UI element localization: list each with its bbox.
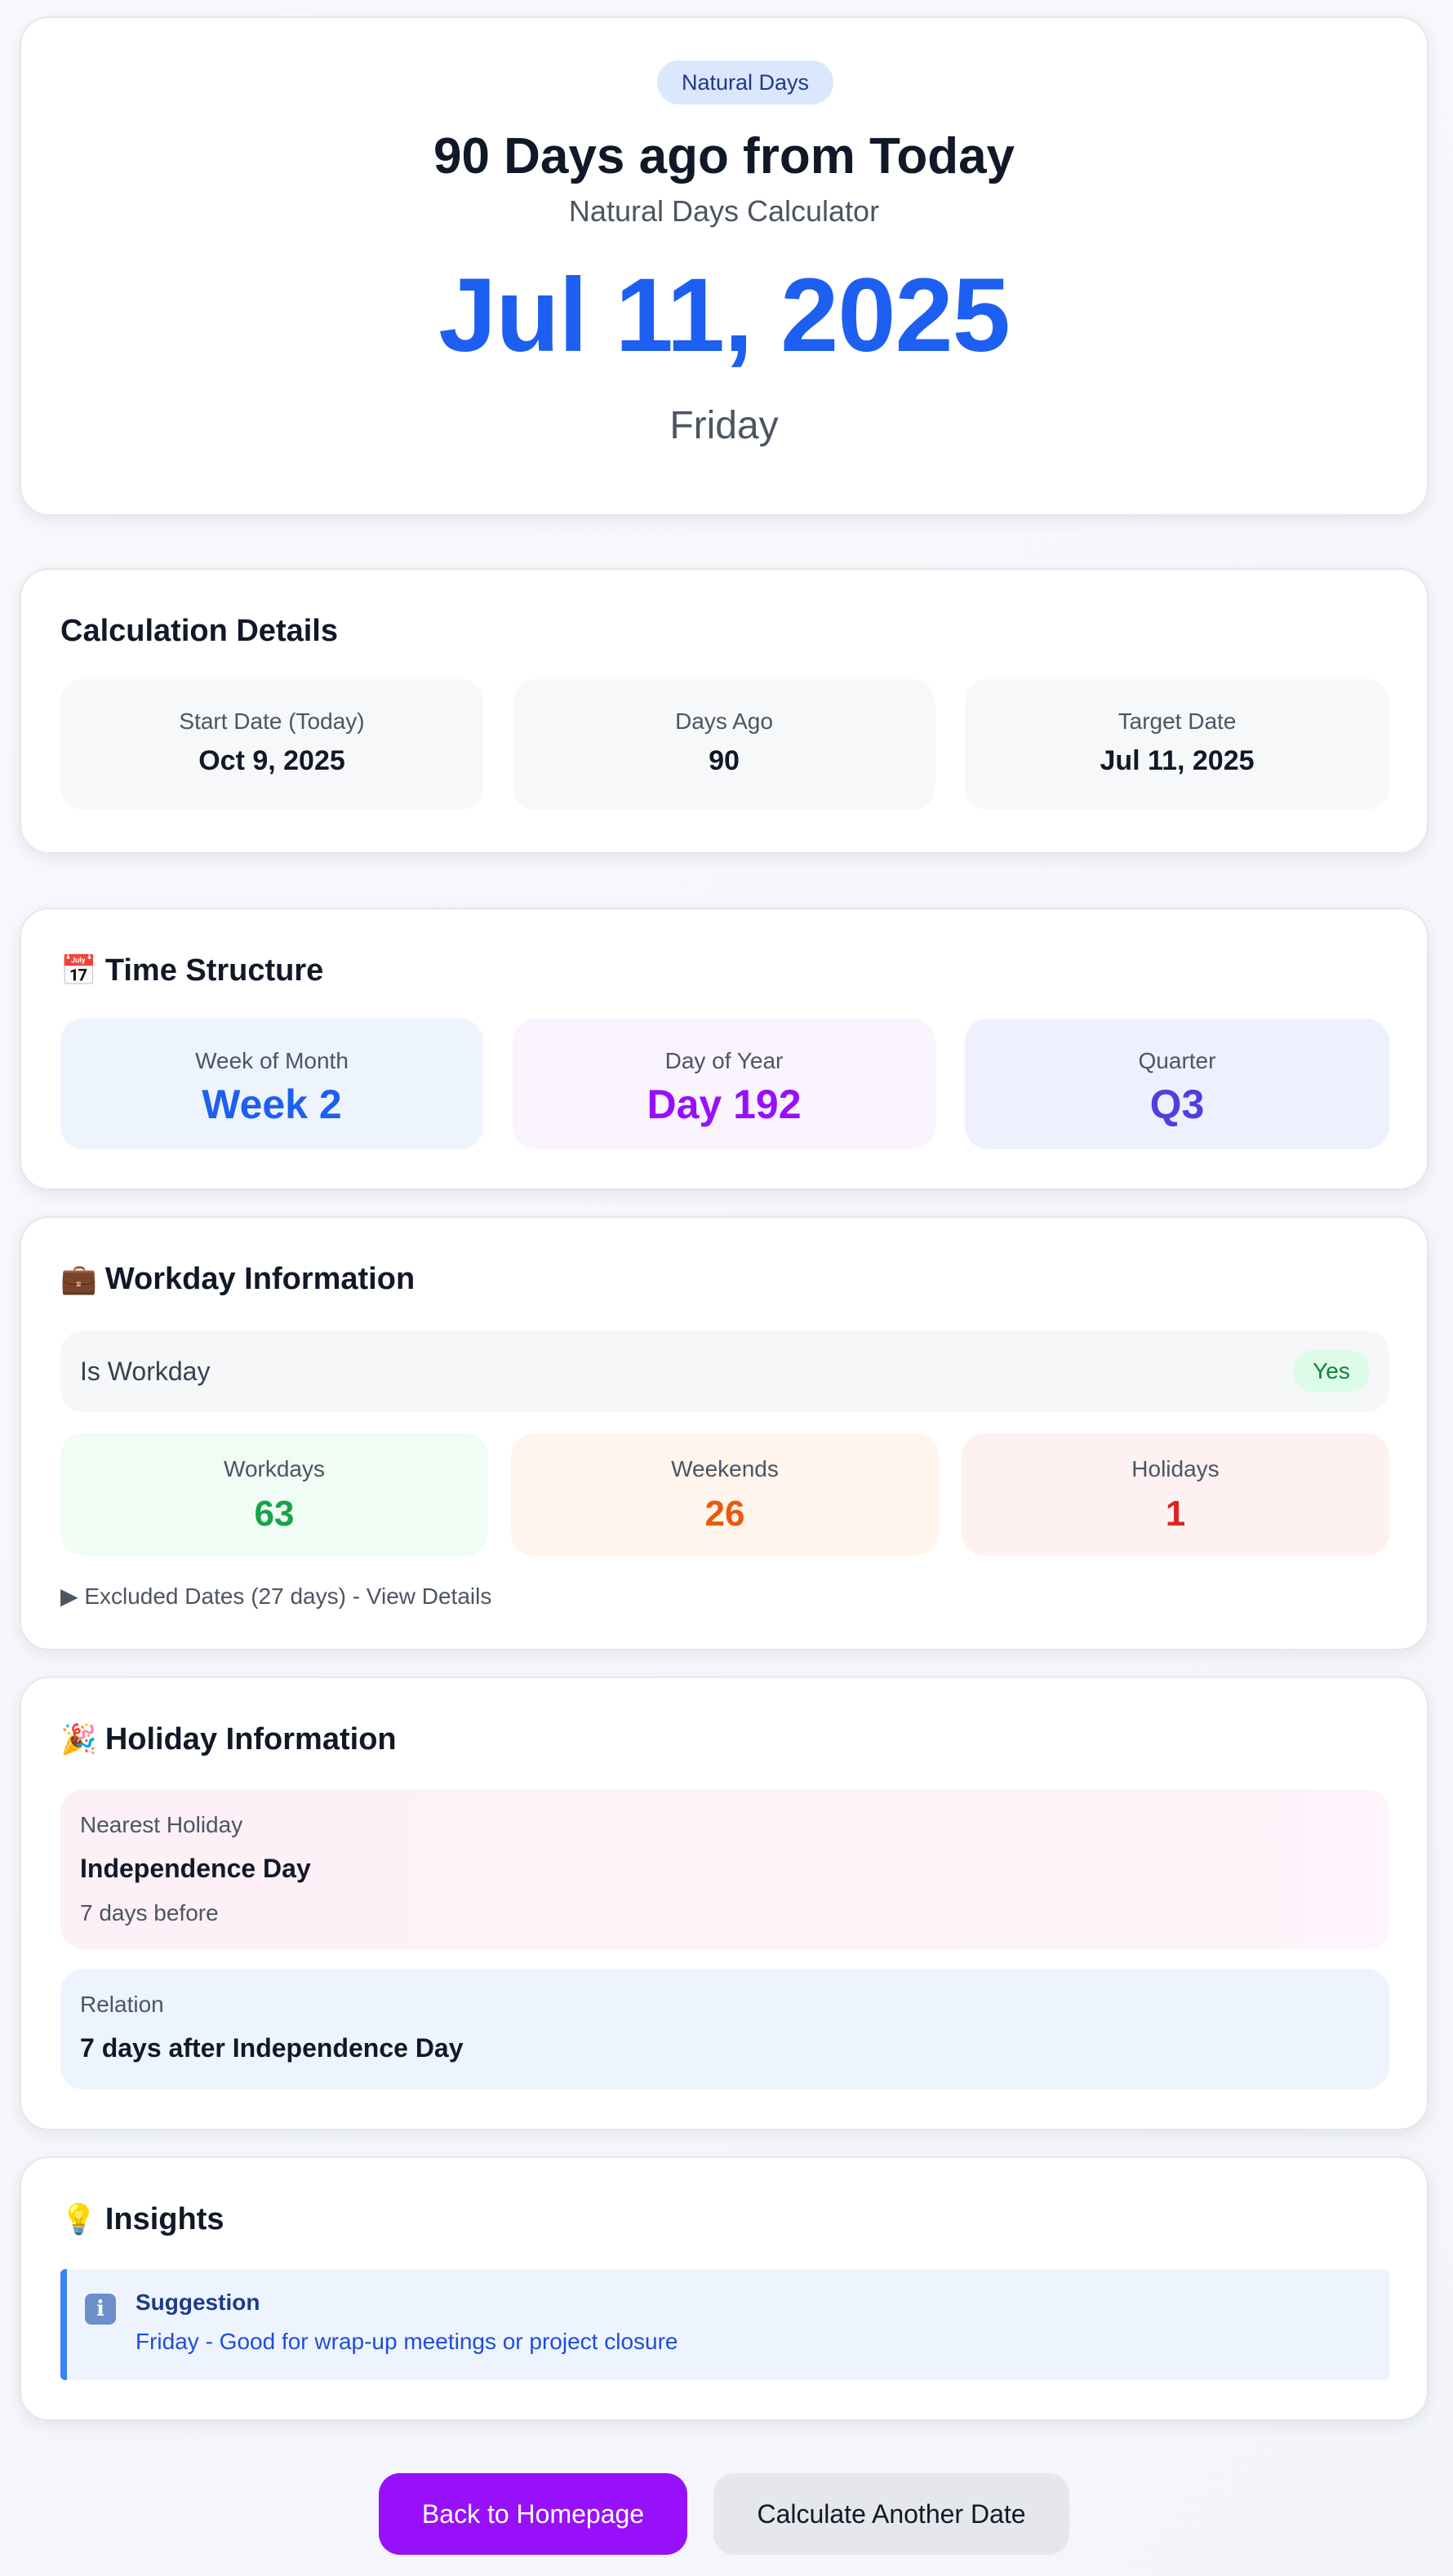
relation-label: Relation bbox=[80, 1992, 164, 2017]
is-workday-row: Is Workday Yes bbox=[60, 1330, 1389, 1412]
holidays-tile: Holidays 1 bbox=[962, 1433, 1389, 1556]
time-structure-title: Time Structure bbox=[104, 953, 324, 988]
start-date-label: Start Date (Today) bbox=[179, 708, 365, 734]
workday-information-card: 💼 Workday Information Is Workday Yes Wor… bbox=[20, 1216, 1429, 1650]
result-date: Jul 11, 2025 bbox=[438, 257, 1011, 374]
weekends-label: Weekends bbox=[671, 1456, 779, 1481]
is-workday-label: Is Workday bbox=[80, 1357, 211, 1386]
calculation-details-title: Calculation Details bbox=[60, 614, 338, 648]
week-of-month-value: Week 2 bbox=[202, 1081, 342, 1127]
nearest-holiday-name: Independence Day bbox=[80, 1854, 311, 1883]
quarter-label: Quarter bbox=[1138, 1048, 1216, 1073]
day-of-year-label: Day of Year bbox=[664, 1048, 784, 1073]
page-title: 90 Days ago from Today bbox=[433, 128, 1015, 184]
workday-heading: 💼 Workday Information bbox=[60, 1259, 415, 1299]
target-date-label: Target Date bbox=[1118, 708, 1237, 734]
is-workday-badge: Yes bbox=[1293, 1350, 1370, 1392]
day-of-year-value: Day 192 bbox=[647, 1081, 802, 1127]
insights-card: 💡 Insights i Suggestion Friday - Good fo… bbox=[20, 2156, 1429, 2421]
weekends-tile: Weekends 26 bbox=[511, 1433, 939, 1556]
target-date-value: Jul 11, 2025 bbox=[1100, 745, 1255, 776]
start-date-value: Oct 9, 2025 bbox=[198, 745, 345, 776]
days-ago-value: 90 bbox=[709, 745, 740, 776]
relation-value: 7 days after Independence Day bbox=[80, 2033, 464, 2063]
nearest-holiday-box: Nearest Holiday Independence Day 7 days … bbox=[60, 1789, 1389, 1949]
week-of-month-tile: Week of Month Week 2 bbox=[60, 1019, 483, 1149]
time-structure-heading: 📅 Time Structure bbox=[60, 950, 323, 991]
info-icon: i bbox=[85, 2294, 116, 2325]
light-bulb-icon: 💡 bbox=[60, 2202, 97, 2236]
mode-badge: Natural Days bbox=[657, 60, 833, 104]
insights-title: Insights bbox=[104, 2202, 224, 2236]
start-date-tile: Start Date (Today) Oct 9, 2025 bbox=[60, 679, 483, 810]
insights-heading: 💡 Insights bbox=[60, 2199, 224, 2240]
workday-title: Workday Information bbox=[104, 1262, 415, 1296]
quarter-value: Q3 bbox=[1149, 1081, 1205, 1127]
workdays-value: 63 bbox=[254, 1494, 295, 1534]
back-to-homepage-button[interactable]: Back to Homepage bbox=[379, 2473, 687, 2555]
suggestion-box: i Suggestion Friday - Good for wrap-up m… bbox=[60, 2269, 1389, 2380]
nearest-holiday-distance: 7 days before bbox=[80, 1900, 219, 1925]
days-ago-label: Days Ago bbox=[675, 708, 773, 734]
target-date-tile: Target Date Jul 11, 2025 bbox=[965, 679, 1389, 810]
holiday-heading: 🎉 Holiday Information bbox=[60, 1719, 397, 1760]
holiday-title: Holiday Information bbox=[104, 1722, 397, 1757]
calculation-details-card: Calculation Details Start Date (Today) O… bbox=[20, 568, 1429, 854]
day-of-year-tile: Day of Year Day 192 bbox=[513, 1019, 935, 1149]
relation-box: Relation 7 days after Independence Day bbox=[60, 1969, 1389, 2090]
party-popper-icon: 🎉 bbox=[60, 1722, 97, 1756]
time-structure-card: 📅 Time Structure Week of Month Week 2 Da… bbox=[20, 908, 1429, 1190]
result-weekday: Friday bbox=[669, 404, 779, 447]
weekends-value: 26 bbox=[704, 1494, 745, 1534]
suggestion-title: Suggestion bbox=[136, 2290, 260, 2315]
nearest-holiday-label: Nearest Holiday bbox=[80, 1812, 243, 1837]
holidays-value: 1 bbox=[1165, 1494, 1186, 1534]
result-hero-card: Natural Days 90 Days ago from Today Natu… bbox=[20, 16, 1429, 516]
days-ago-tile: Days Ago 90 bbox=[513, 679, 935, 810]
holiday-information-card: 🎉 Holiday Information Nearest Holiday In… bbox=[20, 1677, 1429, 2130]
suggestion-text: Friday - Good for wrap-up meetings or pr… bbox=[136, 2329, 678, 2354]
calendar-icon: 📅 bbox=[60, 953, 97, 987]
excluded-dates-toggle[interactable]: ▶ Excluded Dates (27 days) - View Detail… bbox=[60, 1583, 492, 1609]
briefcase-icon: 💼 bbox=[60, 1262, 97, 1295]
workdays-tile: Workdays 63 bbox=[60, 1433, 488, 1556]
page-subtitle: Natural Days Calculator bbox=[568, 194, 880, 228]
quarter-tile: Quarter Q3 bbox=[965, 1019, 1389, 1149]
holidays-label: Holidays bbox=[1131, 1456, 1220, 1481]
workdays-label: Workdays bbox=[224, 1456, 325, 1481]
calculate-another-date-button[interactable]: Calculate Another Date bbox=[713, 2473, 1069, 2555]
week-of-month-label: Week of Month bbox=[195, 1048, 349, 1073]
